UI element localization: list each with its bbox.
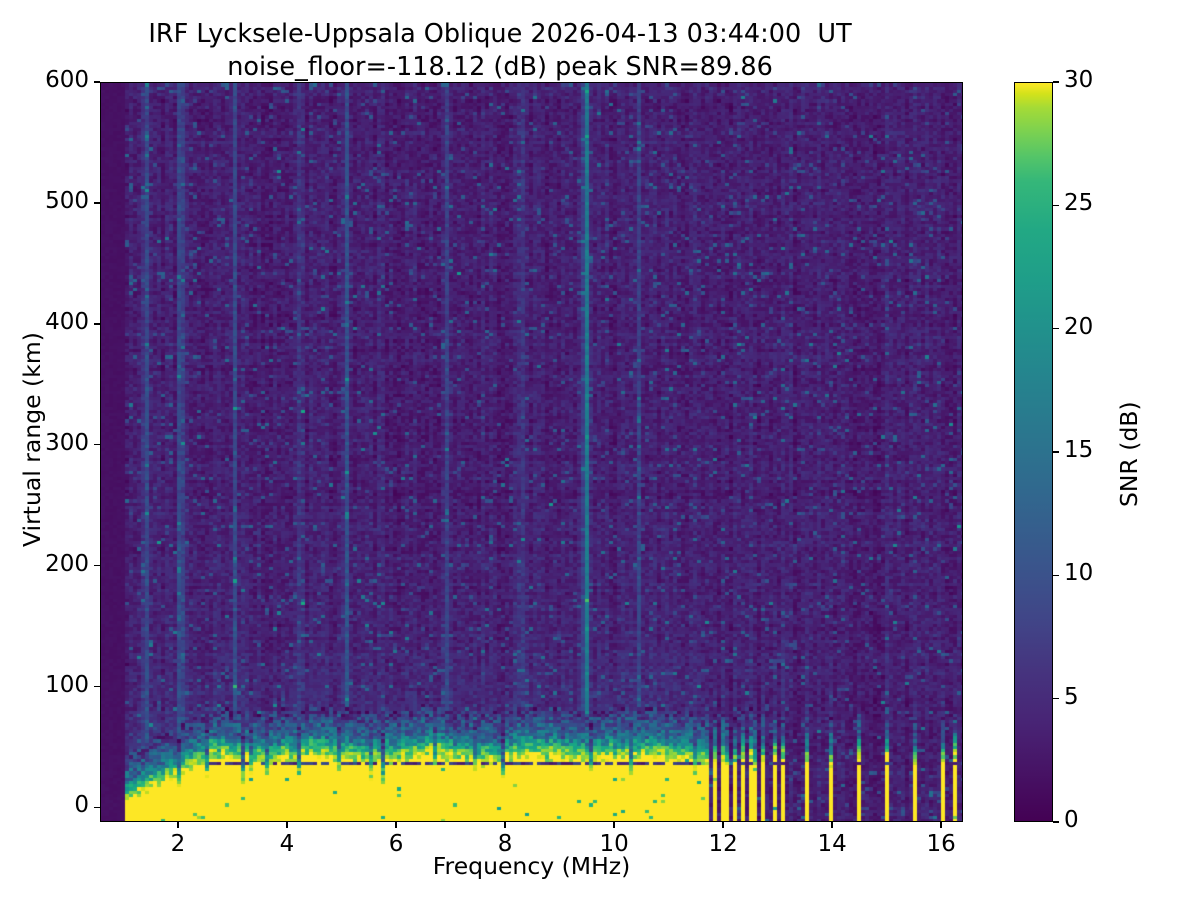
x-tick-mark [940,822,942,828]
colorbar-tick-mark [1053,697,1059,700]
x-tick-label: 12 [708,831,738,857]
colorbar-tick-label: 25 [1064,190,1094,217]
colorbar-tick-mark [1053,327,1059,330]
colorbar-tick-label: 0 [1064,807,1079,833]
x-tick-label: 2 [170,831,186,857]
y-tick-label: 200 [45,550,89,577]
x-tick-mark [831,822,833,828]
y-axis-label: Virtual range (km) [18,332,46,547]
figure-title: IRF Lycksele-Uppsala Oblique 2026-04-13 … [0,18,1000,84]
colorbar-tick-mark [1053,821,1059,823]
x-tick-label: 10 [599,831,629,857]
x-tick-mark [286,822,288,828]
x-tick-mark [177,822,179,828]
y-tick-label: 500 [45,187,89,214]
colorbar-tick-mark [1053,574,1059,577]
x-tick-label: 6 [388,831,404,857]
x-tick-label: 16 [926,831,956,857]
y-tick-label: 400 [45,308,89,335]
y-tick-label: 300 [45,429,89,456]
ionogram-heatmap [101,83,962,821]
title-line-2: noise_floor=-118.12 (dB) peak SNR=89.86 [227,52,773,83]
plot-axes [100,82,963,822]
colorbar-tick-label: 15 [1064,437,1094,463]
colorbar-tick-mark [1053,204,1059,207]
colorbar [1014,82,1053,822]
x-tick-mark [395,822,397,828]
x-tick-mark [613,822,615,828]
y-tick-mark [94,685,100,688]
y-tick-mark [94,323,100,325]
x-tick-mark [504,822,506,828]
y-tick-mark [94,564,100,567]
colorbar-tick-label: 20 [1064,313,1094,340]
x-tick-label: 8 [497,831,513,857]
y-tick-mark [94,806,100,809]
y-tick-mark [94,444,100,446]
x-tick-mark [722,822,724,828]
y-tick-label: 600 [45,67,89,93]
colorbar-tick-mark [1053,81,1059,83]
y-tick-label: 100 [45,671,89,698]
colorbar-tick-label: 10 [1064,560,1094,587]
y-tick-mark [94,81,100,83]
y-tick-mark [94,202,100,204]
x-tick-label: 4 [279,831,295,857]
title-line-1: IRF Lycksele-Uppsala Oblique 2026-04-13 … [148,19,852,49]
colorbar-tick-label: 5 [1064,683,1079,710]
colorbar-label: SNR (dB) [1115,401,1143,507]
y-tick-label: 0 [74,792,89,819]
x-axis-label: Frequency (MHz) [432,852,631,880]
colorbar-tick-mark [1053,451,1059,453]
x-tick-label: 14 [817,831,847,857]
colorbar-tick-label: 30 [1064,67,1094,93]
